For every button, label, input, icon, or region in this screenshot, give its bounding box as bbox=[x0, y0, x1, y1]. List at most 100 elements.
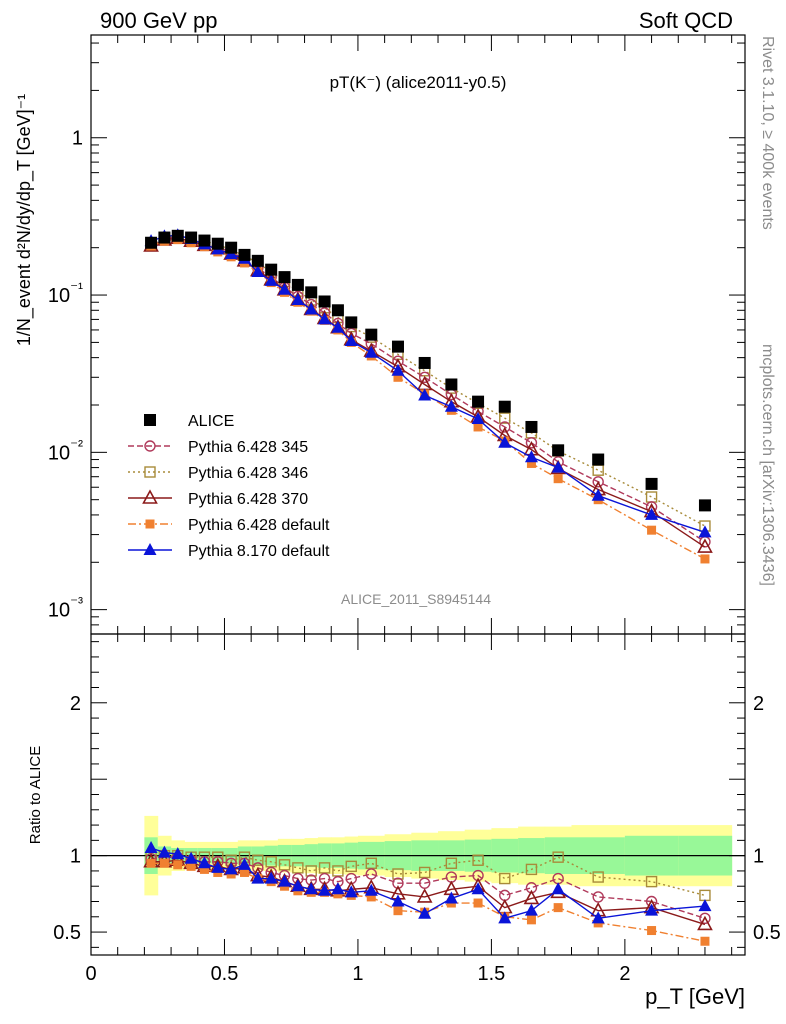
ratio-point-p345 bbox=[499, 889, 511, 902]
main-point-p345 bbox=[418, 371, 431, 383]
legend-marker-p6def bbox=[145, 519, 155, 529]
main-point-alice bbox=[185, 231, 198, 244]
ratio-point-p346 bbox=[392, 868, 404, 880]
main-point-p8def bbox=[318, 312, 332, 325]
x-axis-label: p_T [GeV] bbox=[645, 984, 745, 1009]
ratio-ytick-label: 0.5 bbox=[53, 922, 81, 944]
ratio-point-p370 bbox=[697, 915, 713, 931]
main-point-alice bbox=[525, 420, 538, 433]
ratio-plot: 0 0.5 1 1.5 20.5 0.51 12 2 bbox=[53, 633, 781, 985]
main-point-alice bbox=[592, 453, 605, 466]
main-point-alice bbox=[198, 234, 211, 247]
ratio-point-p6def bbox=[159, 858, 169, 868]
ratio-point-p346 bbox=[365, 857, 377, 869]
ratio-point-p6def bbox=[146, 858, 156, 868]
ratio-point-p346 bbox=[552, 851, 564, 863]
ratio-ytick-label-right: 2 bbox=[753, 693, 764, 715]
main-point-p8def bbox=[364, 345, 378, 358]
ratio-point-p8def bbox=[331, 882, 345, 895]
ratio-point-p8def bbox=[144, 841, 158, 853]
ratio-point-p8def bbox=[344, 885, 358, 898]
main-point-alice bbox=[365, 328, 378, 341]
main-point-p8def bbox=[264, 273, 278, 286]
legend-label-alice: ALICE bbox=[188, 413, 234, 430]
main-point-p345 bbox=[525, 437, 538, 449]
x-tick-label: 0 bbox=[85, 963, 96, 985]
main-point-p8def bbox=[498, 435, 512, 448]
ratio-ytick-label: 1 bbox=[70, 846, 81, 868]
ratio-point-p8def bbox=[157, 845, 171, 858]
main-point-alice bbox=[238, 248, 251, 261]
ratio-point-p8def bbox=[304, 882, 318, 895]
main-point-p8def bbox=[344, 334, 358, 347]
main-point-alice bbox=[305, 286, 318, 299]
ratio-point-p346 bbox=[345, 860, 357, 873]
legend-label-p346: Pythia 6.428 346 bbox=[188, 465, 308, 482]
ratio-point-p346 bbox=[645, 875, 658, 888]
header-right: Soft QCD bbox=[639, 8, 733, 33]
main-point-p8def bbox=[471, 411, 485, 424]
main-ytick-label: 10⁻¹ bbox=[48, 280, 83, 307]
ratio-point-p346 bbox=[592, 871, 604, 883]
x-tick-label: 1 bbox=[352, 963, 363, 985]
ratio-point-p8def bbox=[591, 911, 605, 924]
ratio-point-p346 bbox=[252, 854, 264, 866]
main-point-p8def bbox=[391, 363, 405, 376]
ratio-point-p6def bbox=[239, 867, 249, 877]
ratio-point-p8def bbox=[418, 906, 432, 919]
legend-marker-p370 bbox=[142, 489, 158, 504]
ratio-point-p346 bbox=[499, 872, 511, 885]
main-point-alice bbox=[552, 444, 565, 457]
main-point-p8def bbox=[551, 460, 565, 473]
ratio-point-p346 bbox=[332, 865, 344, 877]
ratio-point-p8def bbox=[224, 862, 238, 875]
main-point-alice bbox=[498, 400, 511, 413]
main-point-p345 bbox=[499, 421, 511, 433]
ratio-point-p8def bbox=[291, 879, 305, 892]
ratio-point-p6def bbox=[186, 861, 196, 871]
ratio-point-p346 bbox=[699, 889, 711, 902]
ratio-point-p8def bbox=[471, 882, 485, 895]
main-point-p345 bbox=[592, 476, 604, 488]
main-point-alice bbox=[251, 254, 264, 267]
ratio-point-p8def bbox=[391, 894, 405, 907]
ratio-point-p8def bbox=[278, 874, 292, 887]
analysis-watermark: ALICE_2011_S8945144 bbox=[341, 591, 491, 607]
ratio-point-p8def bbox=[318, 883, 332, 896]
ratio-ytick-label-right: 0.5 bbox=[753, 922, 781, 944]
main-point-alice bbox=[345, 316, 358, 329]
ratio-point-p8def bbox=[211, 860, 225, 873]
legend-marker-p345 bbox=[144, 440, 156, 452]
ratio-point-p8def bbox=[171, 847, 185, 860]
ratio-point-p6def bbox=[199, 864, 209, 874]
main-ytick-label: 10⁻³ bbox=[48, 595, 83, 622]
main-point-p346 bbox=[499, 412, 511, 424]
ratio-point-p8def bbox=[197, 856, 211, 869]
ratio-point-p345 bbox=[592, 891, 604, 903]
ratio-point-p346 bbox=[525, 863, 538, 876]
main-point-alice bbox=[145, 236, 158, 249]
ratio-point-p346 bbox=[318, 862, 331, 874]
main-point-alice bbox=[211, 237, 224, 250]
main-point-p346 bbox=[592, 464, 604, 476]
ratio-point-p345 bbox=[699, 912, 711, 925]
main-point-p8def bbox=[331, 320, 345, 333]
main-point-p8def bbox=[251, 265, 265, 278]
ratio-point-p346 bbox=[305, 865, 317, 877]
ratio-point-p370 bbox=[523, 889, 540, 905]
ratio-point-p346 bbox=[472, 854, 484, 866]
main-point-alice bbox=[278, 271, 291, 284]
main-ytick-label: 10⁻² bbox=[48, 437, 83, 464]
main-point-alice bbox=[171, 229, 184, 242]
ratio-point-p346 bbox=[278, 859, 291, 871]
legend-marker-alice bbox=[144, 414, 156, 426]
ratio-point-p346 bbox=[445, 857, 458, 869]
ratio-point-p8def bbox=[184, 851, 198, 864]
legend: ALICE Pythia 6.428 345 Pythia 6.428 346 Pyt… bbox=[128, 413, 330, 560]
ratio-point-p8def bbox=[698, 899, 712, 912]
rivet-label: Rivet 3.1.10, ≥ 400k events bbox=[759, 36, 776, 230]
ratio-ylabel: Ratio to ALICE bbox=[27, 746, 44, 844]
ratio-point-p6def bbox=[173, 860, 183, 870]
ratio-point-p6def bbox=[647, 926, 657, 936]
